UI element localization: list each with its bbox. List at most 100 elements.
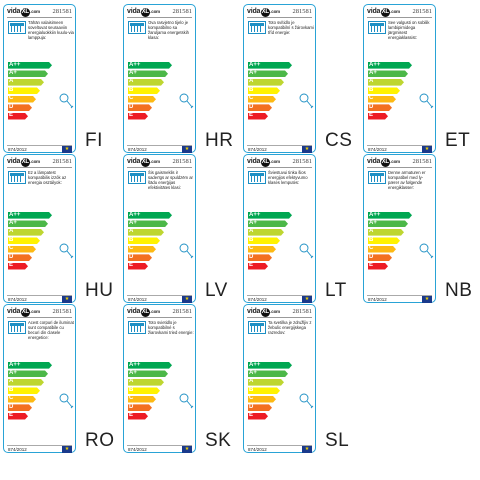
brand-logo: vidaXL.com — [127, 308, 160, 317]
energy-scale: A++ A+ A B C D E — [128, 362, 172, 421]
eu-flag-icon: ★ — [302, 446, 312, 453]
energy-class-bar: B — [128, 237, 160, 244]
energy-class-label: A+ — [369, 69, 377, 76]
energy-scale: A++ A+ A B C D E — [8, 212, 52, 271]
energy-scale: A++ A+ A B C D E — [248, 362, 292, 421]
energy-class-bar: A++ — [8, 212, 52, 219]
energy-class-bar: E — [128, 113, 148, 120]
header-divider — [367, 17, 432, 18]
energy-class-bar: E — [248, 113, 268, 120]
product-code: 281581 — [292, 158, 313, 165]
energy-class-label: D — [369, 103, 374, 110]
footer-divider — [7, 445, 72, 446]
eu-flag-icon: ★ — [182, 296, 192, 303]
brand-logo: vidaXL.com — [367, 158, 400, 167]
energy-class-bar: D — [248, 104, 272, 111]
fixture-icon — [8, 21, 26, 34]
energy-class-bar: A++ — [8, 362, 52, 369]
product-code: 281581 — [172, 158, 193, 165]
regulation-number: 874/2012 — [248, 297, 267, 302]
regulation-number: 874/2012 — [248, 447, 267, 452]
energy-class-bar: D — [248, 404, 272, 411]
regulation-number: 874/2012 — [8, 297, 27, 302]
energy-class-bar: A — [248, 379, 284, 386]
header-divider — [367, 167, 432, 168]
energy-class-label: E — [369, 262, 374, 269]
regulation-number: 874/2012 — [8, 147, 27, 152]
energy-label-cell: vidaXL.com 281581 Šviestuvui tinka šios … — [240, 152, 360, 303]
energy-class-bar: A+ — [248, 220, 288, 227]
eu-flag-icon: ★ — [182, 446, 192, 453]
header-divider — [7, 317, 72, 318]
energy-class-bar: C — [248, 96, 276, 103]
energy-label-card: vidaXL.com 281581 Denne armaturen er kom… — [363, 154, 436, 303]
energy-class-bar: D — [128, 104, 152, 111]
header-divider — [7, 167, 72, 168]
energy-class-label: C — [9, 395, 14, 402]
energy-class-label: A — [249, 378, 254, 385]
energy-scale: A++ A+ A B C D E — [128, 62, 172, 121]
bulb-icon — [419, 93, 434, 109]
energy-class-bar: A++ — [128, 62, 172, 69]
energy-class-label: A+ — [249, 219, 257, 226]
energy-class-label: E — [129, 262, 134, 269]
bulb-icon — [419, 243, 434, 259]
energy-class-bar: C — [8, 96, 36, 103]
energy-class-bar: A++ — [368, 212, 412, 219]
bulb-icon — [299, 393, 314, 409]
energy-class-label: E — [129, 412, 134, 419]
energy-class-bar: A — [368, 229, 404, 236]
energy-class-label: E — [129, 112, 134, 119]
brand-logo: vidaXL.com — [367, 8, 400, 17]
energy-class-bar: B — [248, 387, 280, 394]
energy-class-label: A++ — [249, 361, 261, 368]
language-code: LV — [205, 280, 228, 301]
fixture-icon — [8, 321, 26, 334]
language-code: NB — [445, 280, 473, 301]
energy-class-label: B — [249, 86, 254, 93]
energy-class-label: A++ — [9, 361, 21, 368]
energy-class-bar: A++ — [248, 212, 292, 219]
energy-label-cell: vidaXL.com 281581 Ova rasvjetno tijelo j… — [120, 2, 240, 153]
energy-label-cell: vidaXL.com 281581 Ez a lámpatest kompati… — [0, 152, 120, 303]
header-divider — [247, 317, 312, 318]
bulb-icon — [179, 243, 194, 259]
energy-class-bar: A+ — [8, 370, 48, 377]
energy-label-cell: vidaXL.com 281581 Šis gaismeklis ir sade… — [120, 152, 240, 303]
energy-class-bar: D — [8, 104, 32, 111]
energy-class-label: B — [129, 236, 134, 243]
energy-class-bar: B — [248, 87, 280, 94]
energy-class-label: A — [9, 378, 14, 385]
energy-class-bar: A++ — [248, 62, 292, 69]
energy-class-label: A++ — [249, 61, 261, 68]
energy-class-label: D — [9, 103, 14, 110]
energy-class-label: B — [129, 86, 134, 93]
energy-class-label: A++ — [9, 61, 21, 68]
energy-class-label: C — [369, 245, 374, 252]
energy-label-card: vidaXL.com 281581 Ta svetilka je združlj… — [243, 304, 316, 453]
energy-label-card: vidaXL.com 281581 Tähän valaisimeen sove… — [3, 4, 76, 153]
energy-class-label: A+ — [9, 219, 17, 226]
energy-class-bar: A+ — [248, 370, 288, 377]
energy-class-label: A+ — [249, 369, 257, 376]
energy-class-bar: B — [248, 237, 280, 244]
energy-class-bar: A+ — [368, 70, 408, 77]
energy-class-label: B — [249, 236, 254, 243]
energy-label-cell: vidaXL.com 281581 See valgusti on sobili… — [360, 2, 480, 153]
energy-class-bar: D — [8, 404, 32, 411]
fixture-icon — [128, 321, 146, 334]
energy-label-card: vidaXL.com 281581 Šis gaismeklis ir sade… — [123, 154, 196, 303]
energy-class-bar: A+ — [128, 220, 168, 227]
fixture-icon — [248, 321, 266, 334]
energy-class-label: C — [129, 245, 134, 252]
footer-divider — [127, 295, 192, 296]
language-code: HU — [85, 280, 114, 301]
energy-class-label: B — [129, 386, 134, 393]
energy-class-label: A++ — [129, 211, 141, 218]
energy-class-bar: A++ — [368, 62, 412, 69]
energy-class-label: A+ — [9, 69, 17, 76]
energy-class-label: A — [369, 78, 374, 85]
energy-class-bar: B — [128, 387, 160, 394]
product-code: 281581 — [292, 8, 313, 15]
product-code: 281581 — [172, 308, 193, 315]
